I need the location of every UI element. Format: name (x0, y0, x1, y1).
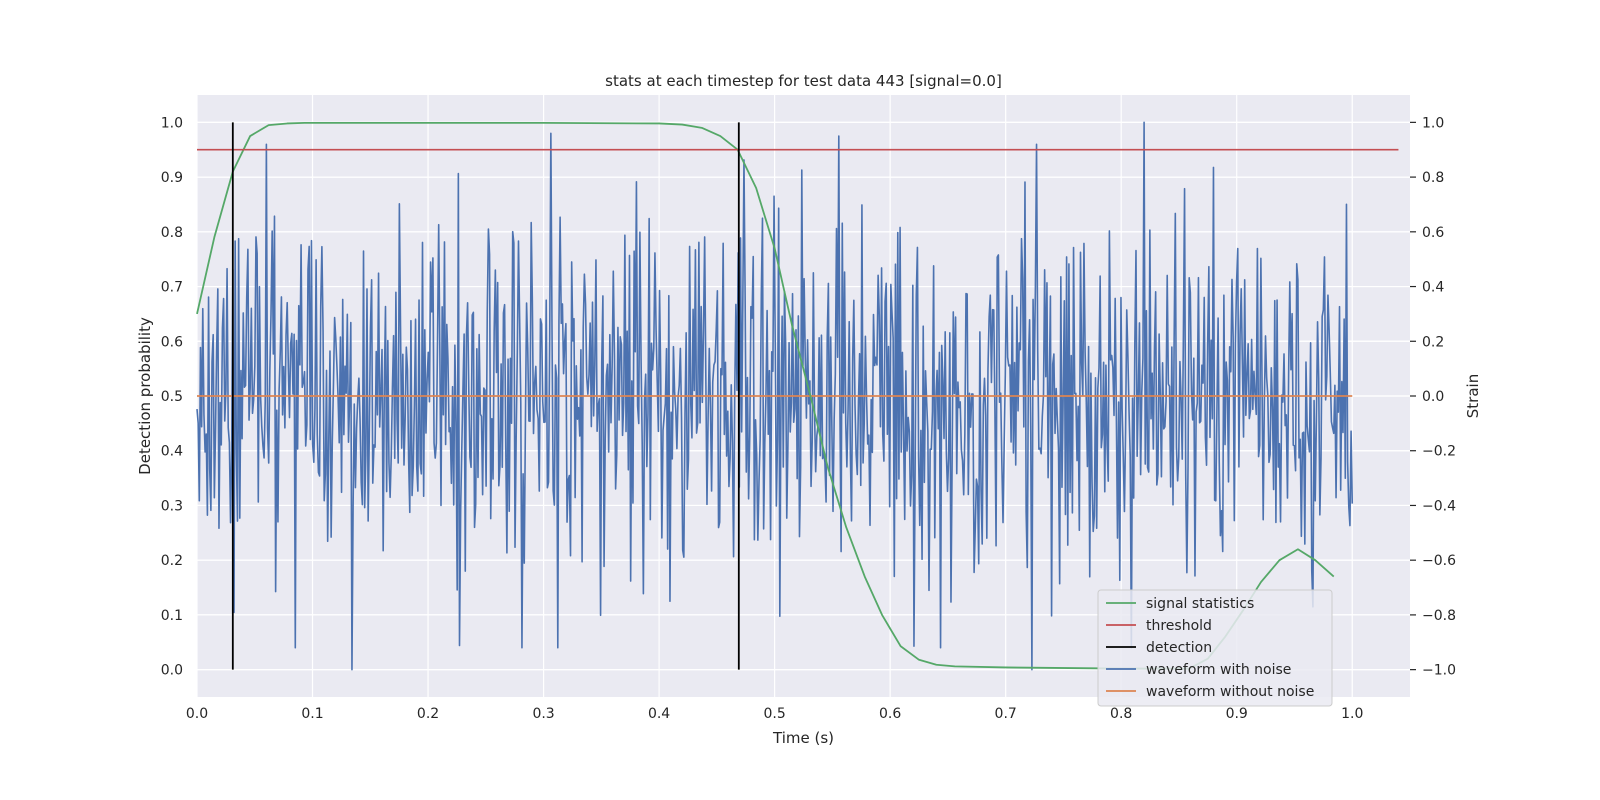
y-right-tick-label: −0.2 (1422, 444, 1456, 460)
y-left-tick-label: 0.0 (161, 663, 183, 679)
legend-label-waveform-with-noise: waveform with noise (1146, 662, 1291, 678)
legend-label-waveform-without-noise: waveform without noise (1146, 684, 1314, 700)
y-right-tick-label: −0.4 (1422, 498, 1456, 514)
y-left-tick-label: 1.0 (161, 115, 183, 131)
legend: signal statistics threshold detection wa… (1097, 589, 1333, 707)
x-tick-label: 0.5 (763, 706, 785, 722)
legend-label-signal-statistics: signal statistics (1146, 596, 1254, 612)
chart-title: stats at each timestep for test data 443… (605, 72, 1002, 90)
y-right-tick-label: 0.0 (1422, 389, 1444, 405)
y-right-tick-label: 0.8 (1422, 170, 1444, 186)
x-tick-label: 0.6 (879, 706, 901, 722)
detection-series (231, 122, 740, 670)
y-right-tick-label: 0.2 (1422, 334, 1444, 350)
y-axis-right-label: Strain (1464, 374, 1482, 418)
legend-label-threshold: threshold (1146, 618, 1212, 634)
x-tick-label: 0.0 (186, 706, 208, 722)
x-tick-label: 0.3 (532, 706, 554, 722)
x-tick-label: 0.4 (648, 706, 670, 722)
y-left-tick-label: 0.7 (161, 280, 183, 296)
legend-box (1097, 589, 1333, 707)
y-left-tick-label: 0.9 (161, 170, 183, 186)
x-tick-label: 0.2 (417, 706, 439, 722)
x-axis-label: Time (s) (772, 729, 834, 747)
y-left-tick-label: 0.6 (161, 334, 183, 350)
x-tick-label: 0.8 (1110, 706, 1132, 722)
y-right-tick-label: 1.0 (1422, 115, 1444, 131)
x-tick-label: 0.1 (301, 706, 323, 722)
legend-label-detection: detection (1146, 640, 1212, 656)
x-tick-label: 1.0 (1341, 706, 1363, 722)
y-left-tick-label: 0.8 (161, 225, 183, 241)
waveform-with-noise-series (196, 121, 1354, 671)
y-right-tick-label: 0.4 (1422, 280, 1444, 296)
y-right-tick-label: 0.6 (1422, 225, 1444, 241)
y-axis-left-label: Detection probability (136, 317, 154, 475)
waveform-with-noise-line (196, 121, 1354, 671)
y-left-tick-label: 0.5 (161, 389, 183, 405)
x-tick-label: 0.9 (1226, 706, 1248, 722)
y-right-tick-label: −0.8 (1422, 608, 1456, 624)
y-left-tick-label: 0.3 (161, 498, 183, 514)
y-right-tick-label: −1.0 (1422, 663, 1456, 679)
y-right-tick-label: −0.6 (1422, 553, 1456, 569)
y-left-tick-label: 0.2 (161, 553, 183, 569)
y-left-tick-label: 0.1 (161, 608, 183, 624)
y-left-tick-label: 0.4 (161, 444, 183, 460)
x-tick-label: 0.7 (995, 706, 1017, 722)
axis-ticks: 0.0 0.1 0.2 0.3 0.4 0.5 0.6 0.7 0.8 0.9 1.0 0.0 0.1 0… (161, 115, 1456, 722)
